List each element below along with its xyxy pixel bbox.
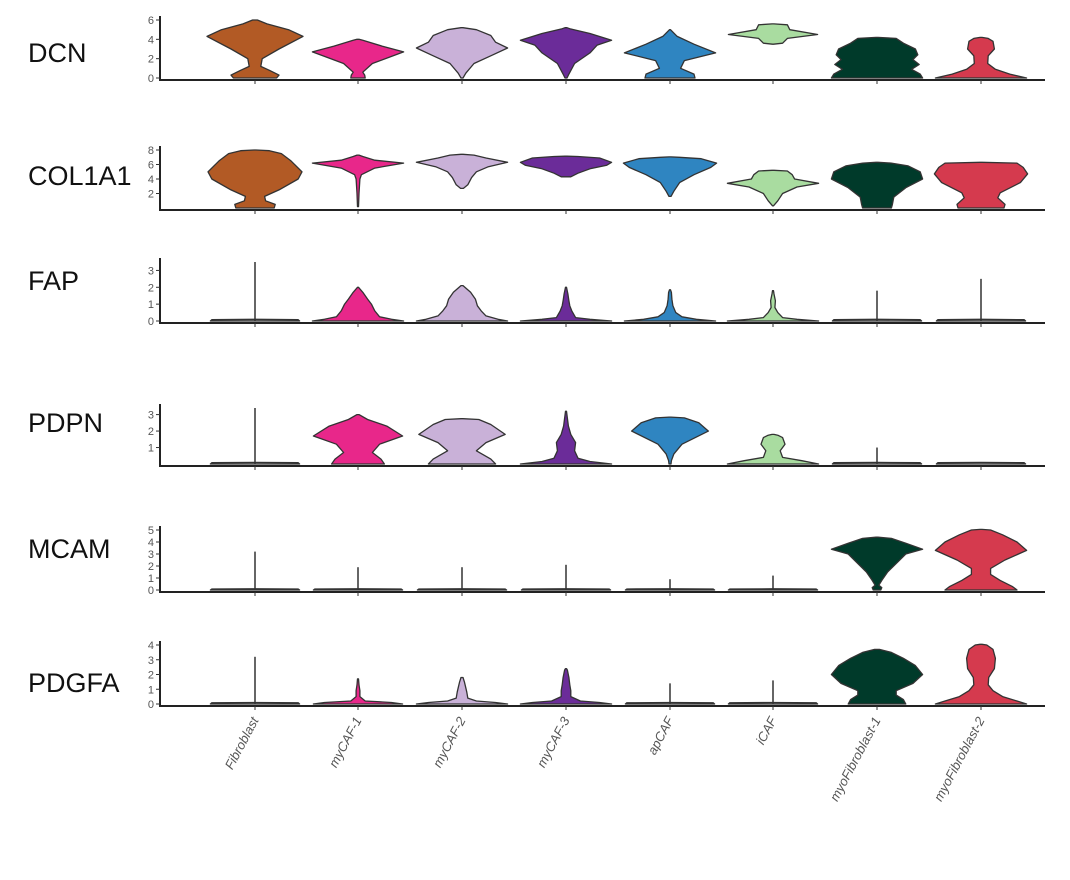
y-tick-label: 2 bbox=[148, 54, 154, 66]
violin-mycaf-1 bbox=[312, 678, 404, 705]
y-tick-label: 6 bbox=[148, 160, 154, 172]
violin-fibroblast bbox=[206, 19, 304, 79]
violin-apcaf bbox=[630, 416, 710, 465]
y-tick-label: 6 bbox=[148, 15, 154, 27]
violin-apcaf bbox=[622, 156, 718, 198]
y-tick-label: 8 bbox=[148, 145, 154, 157]
y-tick-label: 1 bbox=[148, 684, 154, 696]
violin-mycaf-3 bbox=[519, 286, 613, 322]
y-tick-label: 1 bbox=[148, 299, 154, 311]
violin-icaf bbox=[726, 433, 820, 465]
violin-icaf bbox=[726, 169, 820, 207]
violin-mycaf-1 bbox=[311, 286, 405, 322]
violin-mycaf-2 bbox=[415, 676, 509, 705]
y-tick-label: 4 bbox=[148, 640, 154, 652]
y-tick-label: 3 bbox=[148, 410, 154, 422]
violin-mycaf-1 bbox=[312, 413, 404, 465]
y-tick-label: 0 bbox=[148, 316, 154, 328]
y-tick-label: 4 bbox=[148, 174, 154, 186]
violin-myofibroblast-2 bbox=[934, 643, 1028, 705]
y-tick-label: 2 bbox=[148, 426, 154, 438]
violin-apcaf bbox=[623, 29, 717, 79]
y-tick-label: 2 bbox=[148, 561, 154, 573]
y-tick-label: 3 bbox=[148, 549, 154, 561]
y-tick-label: 0 bbox=[148, 699, 154, 711]
violin-mycaf-1 bbox=[311, 154, 405, 208]
gene-label: MCAM bbox=[28, 534, 111, 564]
violin-myofibroblast-1 bbox=[830, 36, 924, 79]
gene-label: COL1A1 bbox=[28, 161, 132, 191]
panel-pdgfa: PDGFA 0 1 2 3 4 bbox=[28, 640, 1045, 711]
violin-mycaf-3 bbox=[519, 410, 613, 465]
violin-icaf bbox=[727, 23, 819, 45]
x-tick-label: apCAF bbox=[644, 713, 677, 757]
gene-label: PDGFA bbox=[28, 668, 120, 698]
violin-mycaf-3 bbox=[519, 27, 613, 79]
y-tick-label: 3 bbox=[148, 655, 154, 667]
violin-apcaf bbox=[623, 289, 717, 322]
violin-myofibroblast-2 bbox=[934, 36, 1028, 79]
gene-label: DCN bbox=[28, 38, 87, 68]
violin-mycaf-3 bbox=[519, 667, 613, 705]
violin-mycaf-2 bbox=[415, 153, 509, 190]
y-tick-label: 4 bbox=[148, 34, 154, 46]
panel-dcn: DCN 0 2 4 6 bbox=[28, 15, 1045, 85]
x-tick-label: myCAF-1 bbox=[326, 714, 365, 770]
violin-fibroblast bbox=[207, 149, 303, 209]
violin-icaf bbox=[726, 290, 820, 322]
violin-myofibroblast-1 bbox=[830, 648, 924, 705]
y-tick-label: 4 bbox=[148, 537, 154, 549]
y-tick-label: 2 bbox=[148, 282, 154, 294]
violin-myofibroblast-2 bbox=[933, 161, 1029, 209]
y-tick-label: 2 bbox=[148, 189, 154, 201]
y-tick-label: 2 bbox=[148, 670, 154, 682]
x-tick-label: myCAF-2 bbox=[430, 714, 469, 770]
violin-myofibroblast-1 bbox=[830, 161, 924, 209]
x-axis-labels: Fibroblast myCAF-1 myCAF-2 myCAF-3 apCAF iCAF… bbox=[222, 713, 988, 804]
violin-mycaf-2 bbox=[415, 284, 509, 322]
gene-label: FAP bbox=[28, 266, 79, 296]
y-tick-label: 0 bbox=[148, 585, 154, 597]
panel-fap: FAP 0 1 2 3 bbox=[28, 258, 1045, 328]
panel-pdpn: PDPN 1 2 3 bbox=[28, 404, 1045, 470]
violin-myofibroblast-1 bbox=[830, 536, 924, 591]
y-tick-label: 1 bbox=[148, 573, 154, 585]
violin-mycaf-2 bbox=[415, 27, 509, 79]
violin-mycaf-2 bbox=[418, 418, 506, 465]
y-tick-label: 5 bbox=[148, 525, 154, 537]
x-tick-label: iCAF bbox=[753, 713, 780, 746]
y-tick-label: 0 bbox=[148, 73, 154, 85]
x-tick-label: myoFibroblast-2 bbox=[931, 714, 988, 804]
violin-myofibroblast-2 bbox=[935, 461, 1027, 465]
x-tick-label: myCAF-3 bbox=[534, 714, 573, 770]
violin-myofibroblast-2 bbox=[934, 528, 1028, 591]
panel-col1a1: COL1A1 2 4 6 8 bbox=[28, 145, 1045, 214]
x-tick-label: myoFibroblast-1 bbox=[827, 714, 884, 803]
x-tick-label: Fibroblast bbox=[222, 713, 263, 772]
violin-mycaf-3 bbox=[519, 155, 613, 178]
y-tick-label: 3 bbox=[148, 265, 154, 277]
violin-mycaf-1 bbox=[311, 38, 405, 79]
gene-label: PDPN bbox=[28, 408, 103, 438]
y-tick-label: 1 bbox=[148, 443, 154, 455]
